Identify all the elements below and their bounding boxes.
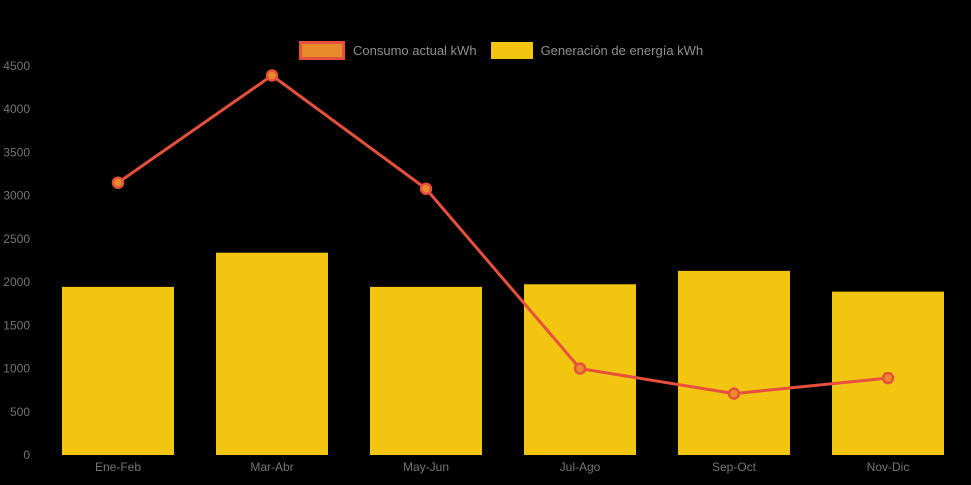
- y-axis-tick-label: 2500: [3, 232, 30, 246]
- bar-generacion[interactable]: [678, 270, 790, 455]
- bar-generacion[interactable]: [216, 252, 328, 455]
- x-axis-category-label: Jul-Ago: [560, 460, 601, 474]
- data-point-consumo[interactable]: [881, 371, 895, 385]
- y-axis-tick-label: 1000: [3, 362, 30, 376]
- generacion-legend-swatch: [490, 41, 533, 59]
- y-axis-tick-label: 0: [23, 448, 30, 462]
- x-axis-category-label: Mar-Abr: [250, 460, 293, 474]
- y-axis-tick-label: 4500: [3, 59, 30, 73]
- y-axis-tick-label: 3500: [3, 145, 30, 159]
- y-axis-tick-label: 500: [10, 405, 30, 419]
- data-point-consumo[interactable]: [111, 176, 125, 189]
- legend-item-generacion[interactable]: Generación de energía kWh: [490, 41, 704, 59]
- legend-item-consumo[interactable]: Consumo actual kWh: [299, 40, 477, 60]
- x-axis-category-label: Ene-Feb: [95, 460, 141, 474]
- y-axis-tick-label: 2000: [3, 275, 30, 289]
- x-axis-category-label: May-Jun: [403, 460, 449, 474]
- consumo-legend-label: Consumo actual kWh: [353, 42, 477, 58]
- y-axis-tick-label: 4000: [3, 102, 30, 116]
- y-axis-tick-label: 3000: [3, 189, 30, 203]
- x-axis-category-label: Sep-Oct: [712, 460, 757, 474]
- bar-generacion[interactable]: [62, 286, 174, 455]
- data-point-consumo[interactable]: [727, 387, 741, 400]
- x-axis-category-label: Nov-Dic: [867, 460, 910, 474]
- bar-generacion[interactable]: [370, 286, 482, 455]
- generacion-legend-label: Generación de energía kWh: [540, 42, 704, 58]
- data-point-consumo[interactable]: [265, 69, 279, 82]
- consumo-legend-swatch: [299, 40, 345, 60]
- y-axis-tick-label: 1500: [3, 318, 30, 332]
- line-consumo: [116, 74, 890, 396]
- data-point-consumo[interactable]: [573, 362, 587, 375]
- data-point-consumo[interactable]: [419, 182, 433, 196]
- chart-legend: Consumo actual kWh Generación de energía…: [299, 40, 703, 60]
